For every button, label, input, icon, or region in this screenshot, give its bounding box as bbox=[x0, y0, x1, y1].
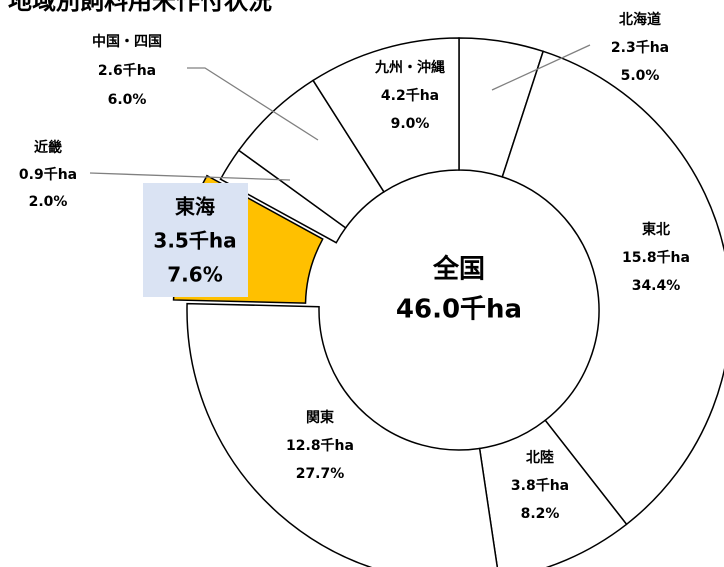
area-label: 0.9千ha bbox=[19, 166, 77, 183]
area-label: 2.6千ha bbox=[98, 62, 156, 79]
area-label: 12.8千ha bbox=[286, 437, 354, 454]
leader-line bbox=[89, 172, 291, 181]
value-label: 34.4% bbox=[632, 278, 681, 294]
value-label: 9.0% bbox=[391, 116, 430, 132]
category-label: 北海道 bbox=[619, 11, 661, 28]
value-label: 2.0% bbox=[29, 194, 68, 210]
donut-slice bbox=[312, 37, 460, 193]
category-label: 関東 bbox=[306, 409, 334, 426]
category-label: 中国・四国 bbox=[92, 33, 162, 50]
donut-slice bbox=[186, 302, 499, 567]
category-label: 近畿 bbox=[34, 139, 62, 156]
area-label: 3.5千ha bbox=[153, 229, 236, 253]
category-label: 九州・沖縄 bbox=[374, 59, 445, 76]
leader-line bbox=[491, 44, 591, 91]
center-title: 全国 bbox=[432, 254, 485, 285]
donut-slice bbox=[478, 419, 628, 567]
donut-slice bbox=[501, 50, 724, 526]
area-label: 2.3千ha bbox=[611, 39, 669, 56]
value-label: 7.6% bbox=[167, 263, 222, 287]
value-label: 5.0% bbox=[621, 68, 660, 84]
area-label: 15.8千ha bbox=[622, 249, 690, 266]
value-label: 8.2% bbox=[521, 506, 560, 522]
category-label: 北陸 bbox=[526, 449, 554, 466]
category-label: 東海 bbox=[175, 195, 215, 219]
value-label: 6.0% bbox=[108, 92, 147, 108]
center-value: 46.0千ha bbox=[396, 295, 522, 325]
leader-line bbox=[187, 67, 319, 141]
category-label: 東北 bbox=[642, 221, 670, 238]
label-box bbox=[143, 183, 248, 297]
area-label: 4.2千ha bbox=[381, 87, 439, 104]
value-label: 27.7% bbox=[296, 466, 345, 482]
chart-title: 地域別飼料用米作付状況 bbox=[8, 0, 272, 15]
area-label: 3.8千ha bbox=[511, 477, 569, 494]
